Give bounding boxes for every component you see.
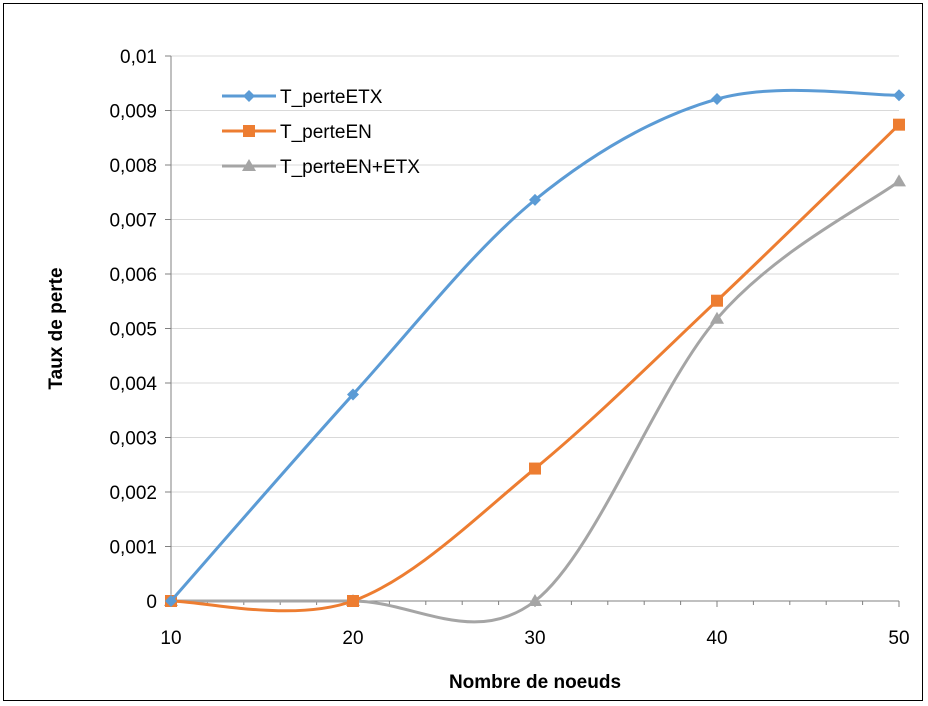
data-point-diamond xyxy=(347,388,359,401)
data-point-square xyxy=(347,595,359,607)
data-point-diamond xyxy=(529,193,541,206)
data-point-triangle xyxy=(710,311,724,324)
legend-label: T_perteETX xyxy=(280,87,383,108)
series-line xyxy=(170,180,900,624)
y-tick-label: 0,003 xyxy=(109,429,157,450)
x-axis-title: Nombre de noeuds xyxy=(449,672,621,693)
y-axis-title: Taux de perte xyxy=(46,267,67,389)
data-point-square xyxy=(711,294,723,307)
legend-item-2: T_perteEN xyxy=(222,122,372,143)
data-point-square xyxy=(893,118,905,131)
x-tick-label: 10 xyxy=(160,628,181,649)
line-chart: 0 0,001 0,002 0,003 0,004 0,005 0,006 0,007 0,00… xyxy=(46,47,910,693)
y-tick-label: 0,01 xyxy=(120,47,157,68)
y-tick-label: 0,006 xyxy=(109,265,157,286)
data-point-triangle xyxy=(892,174,906,187)
y-tick-label: 0,008 xyxy=(109,156,157,177)
y-tick-label: 0,009 xyxy=(109,102,157,123)
data-point-diamond xyxy=(165,595,177,607)
x-tick-label: 20 xyxy=(342,628,363,649)
data-point-diamond xyxy=(893,89,905,102)
data-point-square xyxy=(529,462,541,475)
gridlines xyxy=(171,55,899,547)
series-2 xyxy=(165,118,905,613)
legend: T_perteETX T_perteEN T_perteEN+ETX xyxy=(222,87,420,178)
y-tick-label: 0,007 xyxy=(109,211,157,232)
y-tick-label: 0,001 xyxy=(109,538,157,559)
data-point-triangle xyxy=(528,594,542,606)
y-tick-label: 0,002 xyxy=(109,483,157,504)
legend-label: T_perteEN xyxy=(280,122,372,143)
chart-frame: 0 0,001 0,002 0,003 0,004 0,005 0,006 0,007 0,00… xyxy=(3,3,923,701)
series-lines xyxy=(164,88,906,624)
y-tick-label: 0,004 xyxy=(109,374,157,395)
legend-marker-triangle xyxy=(242,159,256,171)
legend-item-1: T_perteETX xyxy=(222,87,383,108)
legend-marker-square xyxy=(243,125,255,137)
x-tick-label: 50 xyxy=(888,628,909,649)
x-tick-label: 40 xyxy=(706,628,727,649)
x-tick-label: 30 xyxy=(524,628,545,649)
data-point-diamond xyxy=(711,93,723,106)
axes: 0 0,001 0,002 0,003 0,004 0,005 0,006 0,007 0,00… xyxy=(109,47,909,649)
series-line xyxy=(169,88,900,602)
legend-marker-diamond xyxy=(243,90,255,102)
y-tick-label: 0 xyxy=(146,592,157,613)
y-tick-label: 0,005 xyxy=(109,320,157,341)
series-3 xyxy=(164,174,906,624)
series-1 xyxy=(165,88,905,607)
legend-item-3: T_perteEN+ETX xyxy=(222,157,420,178)
legend-label: T_perteEN+ETX xyxy=(280,157,420,178)
